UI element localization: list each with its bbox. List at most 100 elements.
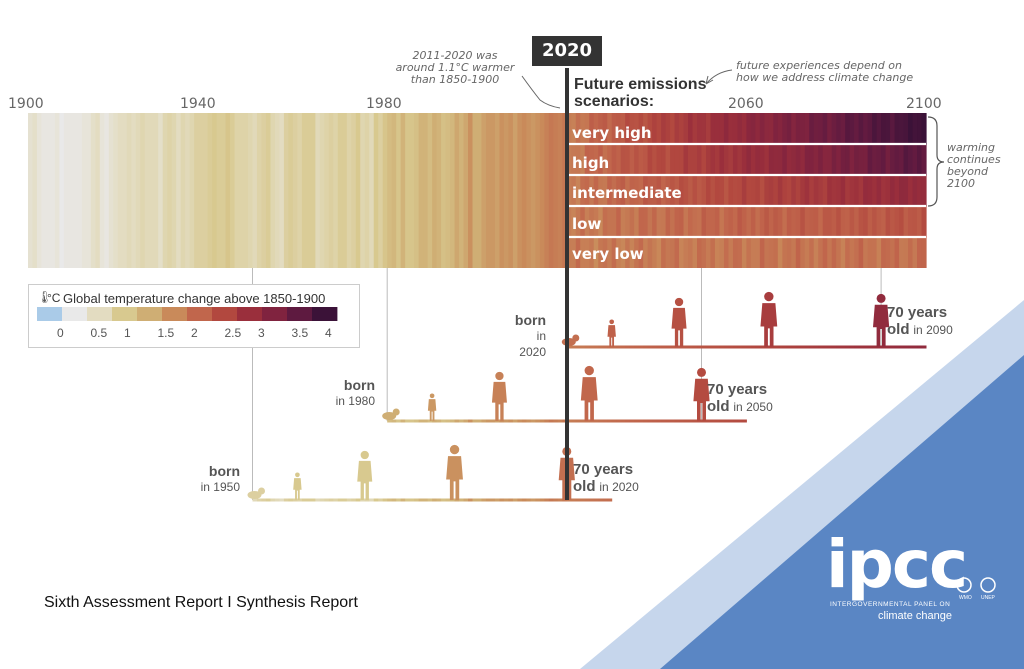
person-1980-age-25-body <box>491 381 507 421</box>
timeline-1980-2018 <box>557 419 563 423</box>
scenario-3-2051 <box>705 206 712 237</box>
scenario-3-2036 <box>638 206 644 237</box>
timeline-1950-1978 <box>378 498 384 502</box>
scenario-2-2079 <box>831 175 837 206</box>
timeline-1950-1958 <box>288 498 294 502</box>
scenario-3-2092 <box>890 206 896 237</box>
timeline-1950-2007 <box>508 498 514 502</box>
person-2020-age-45 <box>760 291 778 347</box>
born-2020-label: born in 2020 <box>512 313 546 360</box>
scenario-bands <box>568 113 927 268</box>
timeline-1980-1991 <box>436 419 442 423</box>
born-2020-word: born <box>514 312 546 328</box>
scenario-3-2042 <box>665 206 671 237</box>
timeline-1980-2023 <box>580 419 586 423</box>
scenario-1-2025 <box>589 144 595 175</box>
scenario-3-2087 <box>867 206 873 237</box>
stripe-2010 <box>521 113 527 268</box>
scenario-4-2065 <box>768 237 774 268</box>
timeline-1980-1992 <box>441 419 447 423</box>
age-2090-year: in 2090 <box>913 323 953 337</box>
scenario-3-2060 <box>746 206 752 237</box>
scenario-3-2052 <box>710 206 716 237</box>
scenario-0-2093 <box>894 113 900 144</box>
scenario-4-2022 <box>575 237 581 268</box>
scenario-1-2033 <box>625 144 631 175</box>
scenario-1-2042 <box>665 144 671 175</box>
stripe-1938 <box>198 113 204 268</box>
timeline-2020-2047 <box>688 345 694 349</box>
wmo-label: WMO <box>959 595 972 601</box>
scenario-label-intermediate: intermediate <box>572 184 682 202</box>
scenario-0-2079 <box>831 113 837 144</box>
timeline-1980-2047 <box>688 419 694 423</box>
scenario-1-2062 <box>755 144 761 175</box>
timeline-2020-2070 <box>791 345 797 349</box>
scenario-0-2043 <box>670 113 676 144</box>
scenario-4-2082 <box>845 237 851 268</box>
scenario-2-2058 <box>737 175 743 206</box>
scenario-2-2077 <box>822 175 828 206</box>
stripe-1998 <box>468 113 474 268</box>
scenario-3-2096 <box>908 206 914 237</box>
scenario-2-2026 <box>593 175 599 206</box>
stripe-1988 <box>423 113 429 268</box>
stripe-1909 <box>68 113 74 268</box>
timeline-2020-2052 <box>710 345 716 349</box>
age-2050-label: 70 years old in 2050 <box>707 381 773 415</box>
scenario-3-2074 <box>809 206 815 237</box>
timeline-1950-1954 <box>270 498 276 502</box>
scenario-0-2060 <box>746 113 752 144</box>
timeline-1980-2009 <box>517 419 523 423</box>
scenario-4-2026 <box>593 237 599 268</box>
tick-1940: 1940 <box>180 96 216 112</box>
stripe-1943 <box>221 113 227 268</box>
scenario-1-2095 <box>903 144 909 175</box>
stripe-2016 <box>548 113 554 268</box>
timeline-1950-2004 <box>494 498 500 502</box>
scenario-0-2053 <box>714 113 721 144</box>
stripe-1980 <box>387 113 393 268</box>
stripe-1996 <box>459 113 465 268</box>
scenario-2-2092 <box>890 175 896 206</box>
scenario-0-2097 <box>912 113 918 144</box>
scenario-1-2085 <box>858 144 864 175</box>
timeline-2020-2098 <box>917 345 923 349</box>
scenario-2-2050 <box>701 175 707 206</box>
scenario-1-2041 <box>661 144 667 175</box>
stripe-1953 <box>265 113 272 268</box>
scenario-2-2053 <box>714 175 721 206</box>
scenario-1-2082 <box>845 144 851 175</box>
timeline-1950-1979 <box>382 498 388 502</box>
timeline-1980-2019 <box>562 419 568 423</box>
stripe-1951 <box>256 113 263 268</box>
timeline-2020-2026 <box>593 345 599 349</box>
timeline-1980-1994 <box>450 419 456 423</box>
stripe-1931 <box>167 113 173 268</box>
stripe-1924 <box>135 113 141 268</box>
scenario-0-2042 <box>665 113 671 144</box>
timeline-2020-2041 <box>661 345 667 349</box>
scenario-2-2045 <box>679 175 685 206</box>
scenario-0-2061 <box>750 113 756 144</box>
timeline-1980-2031 <box>616 419 622 423</box>
scenario-2-2035 <box>634 175 640 206</box>
timeline-2020-2078 <box>827 345 833 349</box>
timeline-1950-1961 <box>301 498 307 502</box>
timeline-1980-2016 <box>548 419 554 423</box>
scenario-label-low: low <box>572 215 602 233</box>
scenario-1-2031 <box>616 144 622 175</box>
person-1950-age-45-body <box>446 456 463 500</box>
person-1980-age-10-head <box>429 393 435 399</box>
timeline-2020-2081 <box>840 345 846 349</box>
timeline-1980-2045 <box>679 419 685 423</box>
scenario-4-2046 <box>683 237 689 268</box>
stripe-1997 <box>463 113 469 268</box>
person-1980-age-25 <box>491 371 507 421</box>
beyond-note: warming continues beyond 2100 <box>947 142 1009 190</box>
scenario-2-2069 <box>786 175 792 206</box>
timeline-2020-2032 <box>620 345 626 349</box>
timeline-1950-2024 <box>584 498 590 502</box>
timeline-1950-1952 <box>261 498 267 502</box>
person-2020-age-45-head <box>764 291 774 302</box>
